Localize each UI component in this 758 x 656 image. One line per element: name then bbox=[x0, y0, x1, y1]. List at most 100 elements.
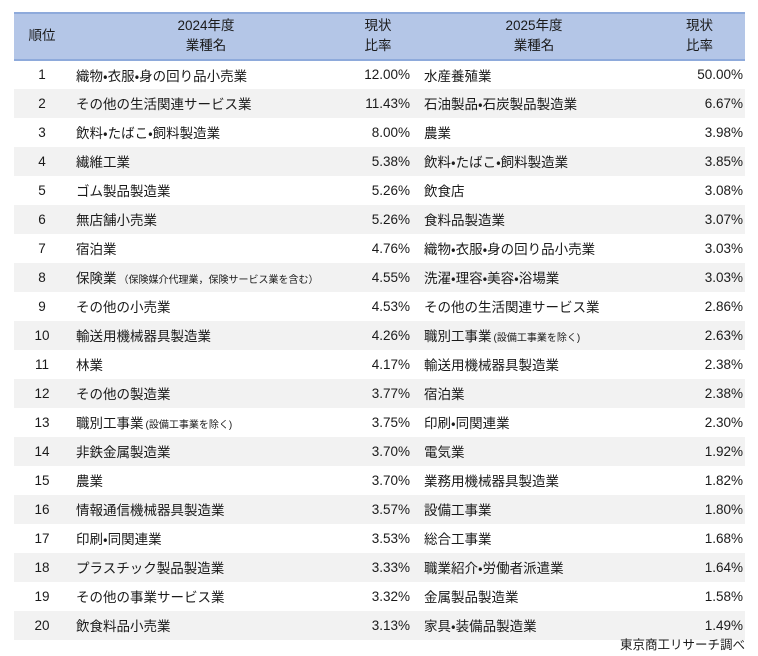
table-row: 3 飲料・たばこ・飼料製造業 8.00% 農業 3.98% bbox=[14, 118, 745, 147]
rate-2024-cell: 5.26% bbox=[371, 182, 410, 198]
rate-2024-cell: 3.57% bbox=[371, 501, 410, 517]
industry-2024-cell: 農業 bbox=[76, 474, 103, 489]
rank-cell: 5 bbox=[38, 182, 46, 198]
source-note: 東京商工リサーチ調べ bbox=[619, 638, 745, 652]
rate-2024-cell: 3.70% bbox=[371, 472, 410, 488]
industry-2025-cell: 総合工事業 bbox=[424, 532, 492, 547]
header-2024-rate: 現状 比率 bbox=[342, 12, 414, 61]
header-rank-label: 順位 bbox=[28, 28, 56, 44]
industry-2025-cell: 設備工事業 bbox=[424, 503, 492, 518]
rate-2024-cell: 11.43% bbox=[365, 95, 410, 111]
rate-2025-cell: 3.98% bbox=[704, 124, 743, 140]
rate-2025-cell: 1.82% bbox=[704, 472, 743, 488]
rank-cell: 11 bbox=[34, 356, 49, 372]
table-row: 18 プラスチック製品製造業 3.33% 職業紹介・労働者派遣業 1.64% bbox=[14, 552, 745, 582]
table-row: 19 その他の事業サービス業 3.32% 金属製品製造業 1.58% bbox=[14, 582, 745, 611]
industry-2025-cell: 金属製品製造業 bbox=[424, 590, 519, 605]
rate-2024-cell: 4.53% bbox=[371, 298, 410, 314]
industry-ranking-table: 順位 2024年度 業種名 現状 比率 2025年度 業種名 現状 比率 bbox=[14, 12, 745, 640]
industry-2025-cell: 家具・装備品製造業 bbox=[424, 619, 537, 634]
rate-2025-cell: 2.30% bbox=[704, 414, 743, 430]
industry-2025-cell: 印刷・同関連業 bbox=[424, 416, 510, 431]
industry-2024-cell: その他の事業サービス業 bbox=[76, 590, 225, 605]
table-row: 6 無店舗小売業 5.26% 食料品製造業 3.07% bbox=[14, 204, 745, 234]
table-row: 12 その他の製造業 3.77% 宿泊業 2.38% bbox=[14, 378, 745, 408]
rate-2025-cell: 50.00% bbox=[697, 67, 743, 82]
industry-2025-cell: 水産養殖業 bbox=[424, 68, 492, 84]
header-2024-industry: 2024年度 業種名 bbox=[70, 12, 342, 61]
industry-2024-cell: 宿泊業 bbox=[76, 242, 117, 257]
rank-cell: 2 bbox=[38, 95, 46, 111]
rank-cell: 3 bbox=[38, 124, 46, 140]
header-rank: 順位 bbox=[14, 12, 70, 61]
rate-2025-cell: 1.49% bbox=[704, 617, 743, 633]
table-row: 17 印刷・同関連業 3.53% 総合工事業 1.68% bbox=[14, 524, 745, 553]
rate-2024-cell: 5.26% bbox=[371, 211, 410, 227]
rank-cell: 10 bbox=[34, 327, 50, 343]
industry-2024-cell: 職別工事業 (設備工事業を除く) bbox=[76, 416, 233, 431]
table-header: 順位 2024年度 業種名 現状 比率 2025年度 業種名 現状 比率 bbox=[14, 12, 745, 61]
industry-2025-cell: 業務用機械器具製造業 bbox=[424, 474, 559, 489]
rate-2024-cell: 3.77% bbox=[371, 385, 410, 401]
rate-2024-cell: 3.53% bbox=[371, 530, 410, 546]
industry-2024-cell: 情報通信機械器具製造業 bbox=[76, 503, 225, 518]
industry-2024-cell: その他の小売業 bbox=[76, 300, 171, 315]
industry-2025-cell: 石油製品・石炭製品製造業 bbox=[424, 97, 578, 112]
rank-cell: 14 bbox=[34, 443, 50, 459]
rate-2025-cell: 3.03% bbox=[704, 240, 743, 256]
industry-2025-cell: 職別工事業 (設備工事業を除く) bbox=[424, 329, 581, 344]
rank-cell: 7 bbox=[38, 240, 46, 256]
table-row: 7 宿泊業 4.76% 織物・衣服・身の回り品小売業 3.03% bbox=[14, 234, 745, 263]
industry-2024-cell: 非鉄金属製造業 bbox=[76, 445, 171, 460]
industry-2025-cell: 輸送用機械器具製造業 bbox=[424, 358, 559, 373]
industry-note: (設備工事業を除く) bbox=[145, 420, 233, 431]
table-row: 4 繊維工業 5.38% 飲料・たばこ・飼料製造業 3.85% bbox=[14, 146, 745, 176]
industry-ranking-table-wrap: 順位 2024年度 業種名 現状 比率 2025年度 業種名 現状 比率 bbox=[14, 12, 745, 640]
rate-2024-cell: 3.33% bbox=[371, 559, 410, 575]
table-row: 13 職別工事業 (設備工事業を除く) 3.75% 印刷・同関連業 2.30% bbox=[14, 408, 745, 437]
rank-cell: 17 bbox=[34, 530, 50, 546]
table-row: 5 ゴム製品製造業 5.26% 飲食店 3.08% bbox=[14, 176, 745, 205]
rate-2025-cell: 1.64% bbox=[704, 559, 743, 575]
industry-2025-cell: 農業 bbox=[424, 126, 451, 141]
rate-2025-cell: 3.03% bbox=[704, 269, 743, 285]
rank-cell: 19 bbox=[34, 588, 50, 604]
table-row: 8 保険業 （保険媒介代理業，保険サービス業を含む） 4.55% 洗濯・理容・美容… bbox=[14, 262, 745, 292]
industry-note: （保険媒介代理業，保険サービス業を含む） bbox=[118, 275, 319, 286]
rate-2025-cell: 1.92% bbox=[704, 443, 743, 459]
rate-2025-cell: 1.80% bbox=[704, 501, 743, 517]
rate-2025-cell: 1.68% bbox=[704, 530, 743, 546]
industry-2024-cell: プラスチック製品製造業 bbox=[76, 561, 225, 576]
industry-2025-cell: 飲料・たばこ・飼料製造業 bbox=[424, 155, 569, 170]
industry-2024-cell: 林業 bbox=[76, 358, 103, 373]
industry-2025-cell: 織物・衣服・身の回り品小売業 bbox=[424, 242, 596, 257]
table-row: 10 輸送用機械器具製造業 4.26% 職別工事業 (設備工事業を除く) 2.63… bbox=[14, 320, 745, 350]
industry-note: (設備工事業を除く) bbox=[493, 333, 581, 344]
rate-2024-cell: 3.70% bbox=[371, 443, 410, 459]
industry-2025-cell: 飲食店 bbox=[424, 184, 465, 199]
industry-2025-cell: 食料品製造業 bbox=[424, 213, 505, 228]
rate-2024-cell: 4.76% bbox=[371, 240, 410, 256]
rank-cell: 20 bbox=[34, 617, 50, 633]
rank-cell: 8 bbox=[38, 269, 46, 285]
rank-cell: 6 bbox=[38, 211, 46, 227]
industry-2024-cell: 輸送用機械器具製造業 bbox=[76, 329, 211, 344]
rate-2025-cell: 3.08% bbox=[704, 182, 743, 198]
rate-2025-cell: 2.86% bbox=[704, 298, 743, 314]
rate-2024-cell: 8.00% bbox=[371, 124, 410, 140]
header-row: 順位 2024年度 業種名 現状 比率 2025年度 業種名 現状 比率 bbox=[14, 12, 745, 61]
industry-2024-cell: その他の製造業 bbox=[76, 387, 171, 402]
table-row: 2 その他の生活関連サービス業 11.43% 石油製品・石炭製品製造業 6.67… bbox=[14, 88, 745, 118]
rate-2024-cell: 4.26% bbox=[371, 327, 410, 343]
rate-2024-cell: 3.13% bbox=[371, 617, 410, 633]
rank-cell: 18 bbox=[34, 559, 50, 575]
rate-2025-cell: 3.85% bbox=[704, 153, 743, 169]
rank-cell: 15 bbox=[34, 472, 50, 488]
industry-2025-cell: 洗濯・理容・美容・浴場業 bbox=[424, 271, 560, 286]
rank-cell: 4 bbox=[38, 153, 46, 169]
rate-2024-cell: 3.32% bbox=[371, 588, 410, 604]
industry-2024-cell: その他の生活関連サービス業 bbox=[76, 97, 252, 112]
header-2025-rate: 現状 比率 bbox=[654, 12, 745, 61]
table-row: 1 織物・衣服・身の回り品小売業 12.00% 水産養殖業 50.00% bbox=[14, 60, 745, 89]
header-2025-industry: 2025年度 業種名 bbox=[414, 12, 654, 61]
